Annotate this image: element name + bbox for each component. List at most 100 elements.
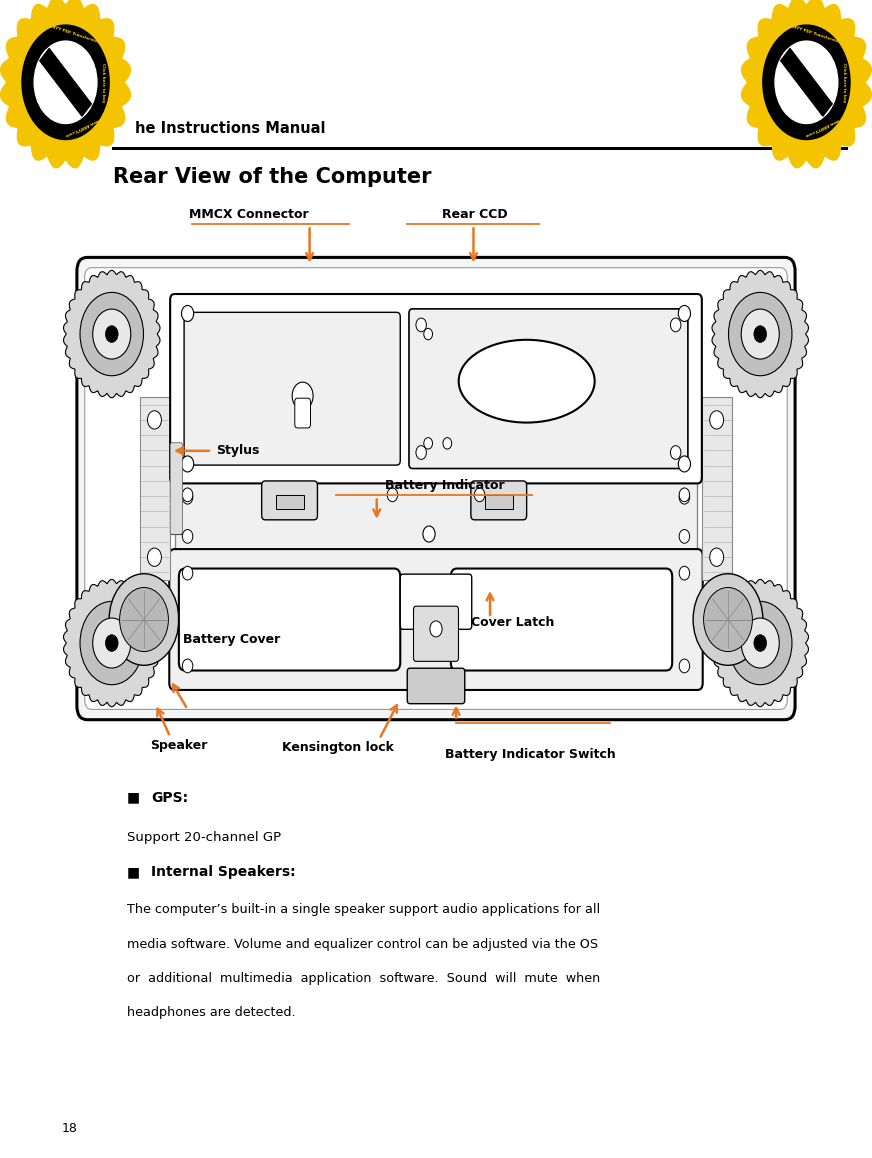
Polygon shape (0, 0, 131, 168)
Text: Cover Latch: Cover Latch (471, 616, 555, 629)
FancyBboxPatch shape (451, 569, 672, 670)
Circle shape (710, 548, 724, 566)
Circle shape (387, 488, 398, 501)
Bar (171, 442, 181, 534)
Circle shape (181, 306, 194, 322)
Text: Battery Indicator Switch: Battery Indicator Switch (445, 748, 616, 761)
Circle shape (671, 446, 681, 460)
Circle shape (34, 41, 97, 124)
FancyBboxPatch shape (400, 574, 472, 629)
Circle shape (423, 526, 435, 542)
FancyBboxPatch shape (169, 549, 703, 690)
Circle shape (443, 438, 452, 449)
Circle shape (424, 438, 433, 449)
Polygon shape (741, 0, 872, 168)
Circle shape (678, 456, 691, 472)
Polygon shape (712, 579, 808, 706)
FancyBboxPatch shape (471, 481, 527, 520)
Circle shape (92, 618, 131, 668)
Text: Kensington lock: Kensington lock (283, 741, 394, 755)
Bar (780, 49, 832, 116)
Text: ■: ■ (126, 865, 140, 879)
Circle shape (704, 587, 753, 652)
Circle shape (474, 488, 485, 501)
Text: ABBYY PDF Transformer 3.0: ABBYY PDF Transformer 3.0 (787, 23, 849, 47)
Text: Battery Cover: Battery Cover (182, 633, 280, 646)
Ellipse shape (459, 339, 595, 423)
Circle shape (147, 548, 161, 566)
Circle shape (679, 566, 690, 580)
Circle shape (106, 635, 118, 651)
Circle shape (182, 529, 193, 543)
Circle shape (728, 601, 792, 684)
Bar (174, 478, 698, 556)
Circle shape (424, 329, 433, 339)
Circle shape (678, 306, 691, 322)
Text: he Instructions Manual: he Instructions Manual (135, 122, 326, 137)
Circle shape (292, 382, 313, 410)
Circle shape (754, 325, 766, 343)
Text: www.ABBYY.com: www.ABBYY.com (804, 117, 841, 137)
Text: headphones are detected.: headphones are detected. (126, 1006, 296, 1019)
Text: Rear View of the Computer: Rear View of the Computer (113, 167, 432, 186)
Circle shape (693, 573, 763, 666)
Text: Battery Indicator: Battery Indicator (385, 479, 505, 492)
Bar (485, 494, 513, 510)
Circle shape (775, 41, 838, 124)
Text: The computer’s built-in a single speaker support audio applications for all: The computer’s built-in a single speaker… (126, 903, 600, 916)
FancyBboxPatch shape (295, 398, 310, 428)
Bar (276, 494, 303, 510)
Circle shape (679, 529, 690, 543)
Circle shape (671, 318, 681, 332)
Polygon shape (64, 579, 160, 706)
Text: Support 20-channel GP: Support 20-channel GP (126, 831, 281, 844)
Text: Internal Speakers:: Internal Speakers: (151, 865, 296, 879)
Text: Click here to buy: Click here to buy (101, 63, 105, 102)
Circle shape (754, 635, 766, 651)
Circle shape (119, 587, 168, 652)
Circle shape (728, 293, 792, 375)
Bar (140, 397, 170, 580)
Text: Speaker: Speaker (150, 739, 208, 753)
Circle shape (80, 601, 144, 684)
Circle shape (430, 621, 442, 637)
Circle shape (416, 446, 426, 460)
Circle shape (92, 309, 131, 359)
Circle shape (147, 411, 161, 430)
Circle shape (741, 309, 780, 359)
Circle shape (182, 490, 193, 504)
FancyBboxPatch shape (170, 294, 702, 483)
Circle shape (710, 411, 724, 430)
Circle shape (181, 456, 194, 472)
Text: ■: ■ (126, 791, 140, 805)
Circle shape (679, 488, 690, 501)
Circle shape (109, 573, 179, 666)
Circle shape (182, 488, 193, 501)
Circle shape (679, 659, 690, 673)
Circle shape (80, 293, 144, 375)
Circle shape (182, 566, 193, 580)
FancyBboxPatch shape (262, 481, 317, 520)
FancyBboxPatch shape (85, 267, 787, 710)
Text: ABBYY PDF Transformer 3.0: ABBYY PDF Transformer 3.0 (46, 23, 108, 47)
Circle shape (763, 25, 850, 139)
Text: or  additional  multimedia  application  software.  Sound  will  mute  when: or additional multimedia application sof… (126, 972, 600, 984)
FancyBboxPatch shape (179, 569, 400, 670)
Text: 18: 18 (62, 1122, 78, 1135)
Circle shape (416, 318, 426, 332)
FancyBboxPatch shape (407, 668, 465, 704)
Bar (40, 49, 92, 116)
FancyBboxPatch shape (184, 313, 400, 466)
Text: media software. Volume and equalizer control can be adjusted via the OS: media software. Volume and equalizer con… (126, 938, 597, 951)
Polygon shape (712, 271, 808, 397)
Text: GPS:: GPS: (151, 791, 188, 805)
FancyBboxPatch shape (409, 309, 688, 469)
Text: MMCX Connector: MMCX Connector (188, 207, 309, 221)
Polygon shape (64, 271, 160, 397)
FancyBboxPatch shape (413, 606, 459, 661)
Circle shape (106, 325, 118, 343)
Text: www.ABBYY.com: www.ABBYY.com (63, 117, 99, 137)
Text: Rear CCD: Rear CCD (442, 207, 508, 221)
Text: Stylus: Stylus (216, 445, 260, 457)
Circle shape (741, 618, 780, 668)
